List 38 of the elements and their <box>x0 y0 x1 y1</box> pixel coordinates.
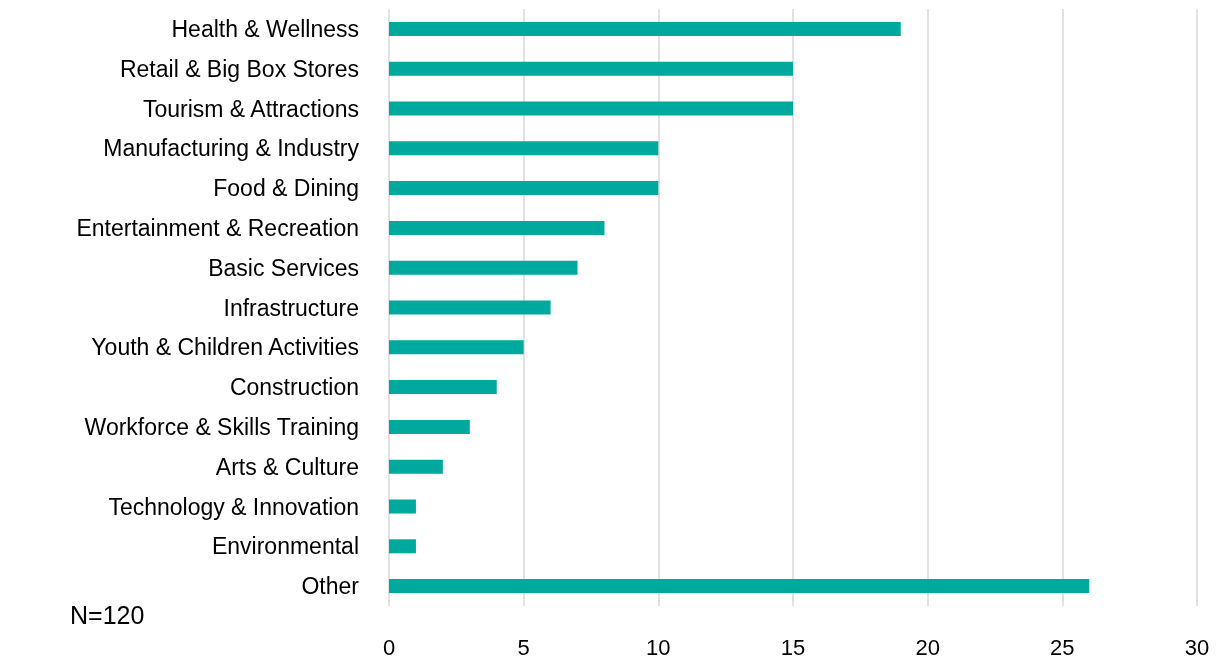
x-tick-label: 5 <box>517 634 530 658</box>
bar <box>389 419 470 434</box>
x-tick-label: 15 <box>780 634 806 658</box>
x-tick-label: 25 <box>1050 634 1075 658</box>
y-tick-label: Food & Dining <box>213 175 359 202</box>
bar <box>389 539 416 554</box>
y-tick-label: Construction <box>229 374 359 401</box>
y-tick-label: Retail & Big Box Stores <box>119 55 359 82</box>
y-tick-label: Technology & Innovation <box>108 493 359 520</box>
bar <box>389 21 901 36</box>
bar <box>389 499 416 514</box>
y-tick-label: Other <box>301 573 360 600</box>
y-tick-label: Manufacturing & Industry <box>103 135 360 162</box>
bar <box>389 181 659 196</box>
y-tick-label: Basic Services <box>208 254 359 281</box>
y-tick-label: Infrastructure <box>223 294 359 321</box>
y-tick-label: Health & Wellness <box>171 15 359 42</box>
y-tick-label: Entertainment & Recreation <box>76 214 359 241</box>
x-tick-label: 20 <box>915 634 940 658</box>
bar <box>389 459 443 474</box>
bar <box>389 101 793 116</box>
bar <box>389 141 659 156</box>
x-tick-label: 10 <box>646 634 671 658</box>
bar <box>389 579 1090 594</box>
bar <box>389 340 524 355</box>
bar <box>389 220 605 235</box>
y-tick-label: Tourism & Attractions <box>142 95 359 122</box>
bar <box>389 260 578 275</box>
bar <box>389 61 793 76</box>
text: N=120 <box>70 600 145 629</box>
x-tick-label: 30 <box>1184 634 1210 658</box>
x-tick-label: 0 <box>382 634 396 658</box>
y-tick-label: Youth & Children Activities <box>91 334 359 361</box>
y-tick-label: Workforce & Skills Training <box>84 413 359 440</box>
y-tick-label: Arts & Culture <box>215 453 359 480</box>
bar <box>389 300 551 315</box>
bar <box>389 380 497 395</box>
y-tick-label: Environmental <box>211 533 359 560</box>
